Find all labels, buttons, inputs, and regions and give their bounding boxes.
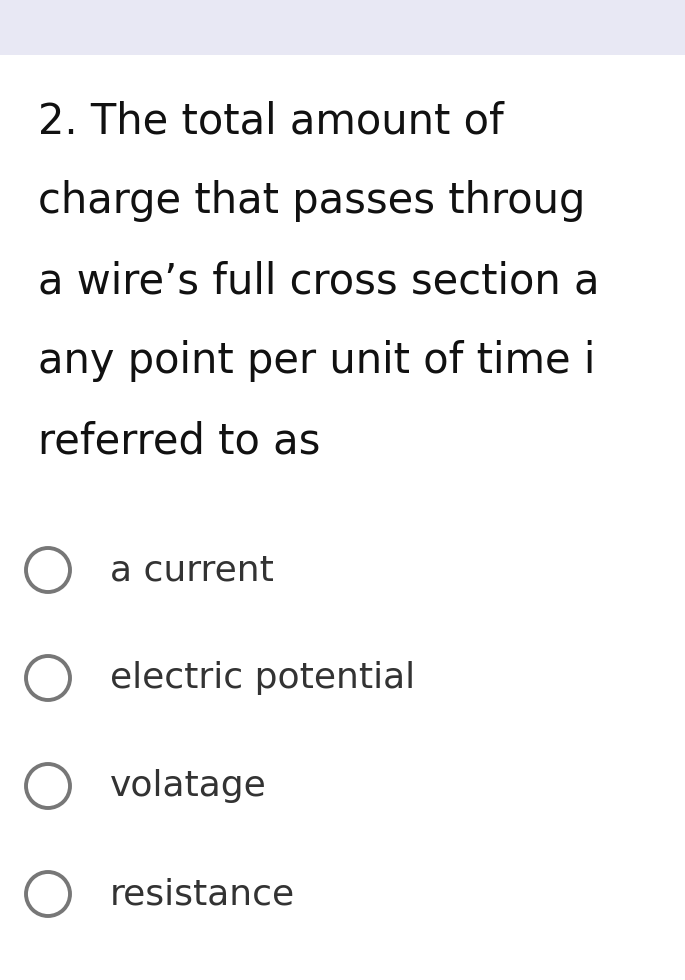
- Text: a wire’s full cross section a: a wire’s full cross section a: [38, 260, 599, 302]
- Bar: [0, 0, 685, 55]
- Text: 2. The total amount of: 2. The total amount of: [38, 100, 503, 142]
- Text: volatage: volatage: [110, 769, 266, 803]
- Text: a current: a current: [110, 553, 274, 587]
- Text: resistance: resistance: [110, 877, 295, 911]
- Text: referred to as: referred to as: [38, 420, 321, 462]
- Text: charge that passes throug: charge that passes throug: [38, 180, 586, 222]
- Text: any point per unit of time i: any point per unit of time i: [38, 340, 595, 382]
- Text: electric potential: electric potential: [110, 661, 415, 695]
